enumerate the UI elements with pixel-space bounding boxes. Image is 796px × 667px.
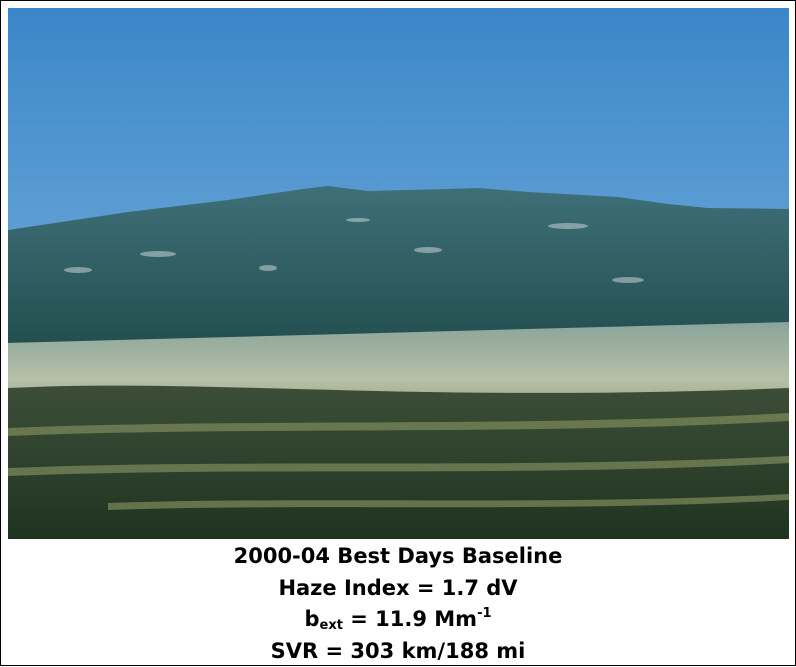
value: = 11.9 Mm [343, 607, 477, 631]
visual-range: SVR = 303 km/188 mi [1, 636, 795, 667]
subscript: ext [320, 618, 343, 633]
symbol: b [304, 607, 319, 631]
haze-index: Haze Index = 1.7 dV [1, 573, 795, 605]
superscript: -1 [477, 606, 491, 621]
caption: 2000-04 Best Days Baseline Haze Index = … [1, 541, 795, 667]
extinction: bext = 11.9 Mm-1 [1, 604, 795, 636]
landscape-photo [8, 8, 789, 539]
caption-title: 2000-04 Best Days Baseline [1, 541, 795, 573]
